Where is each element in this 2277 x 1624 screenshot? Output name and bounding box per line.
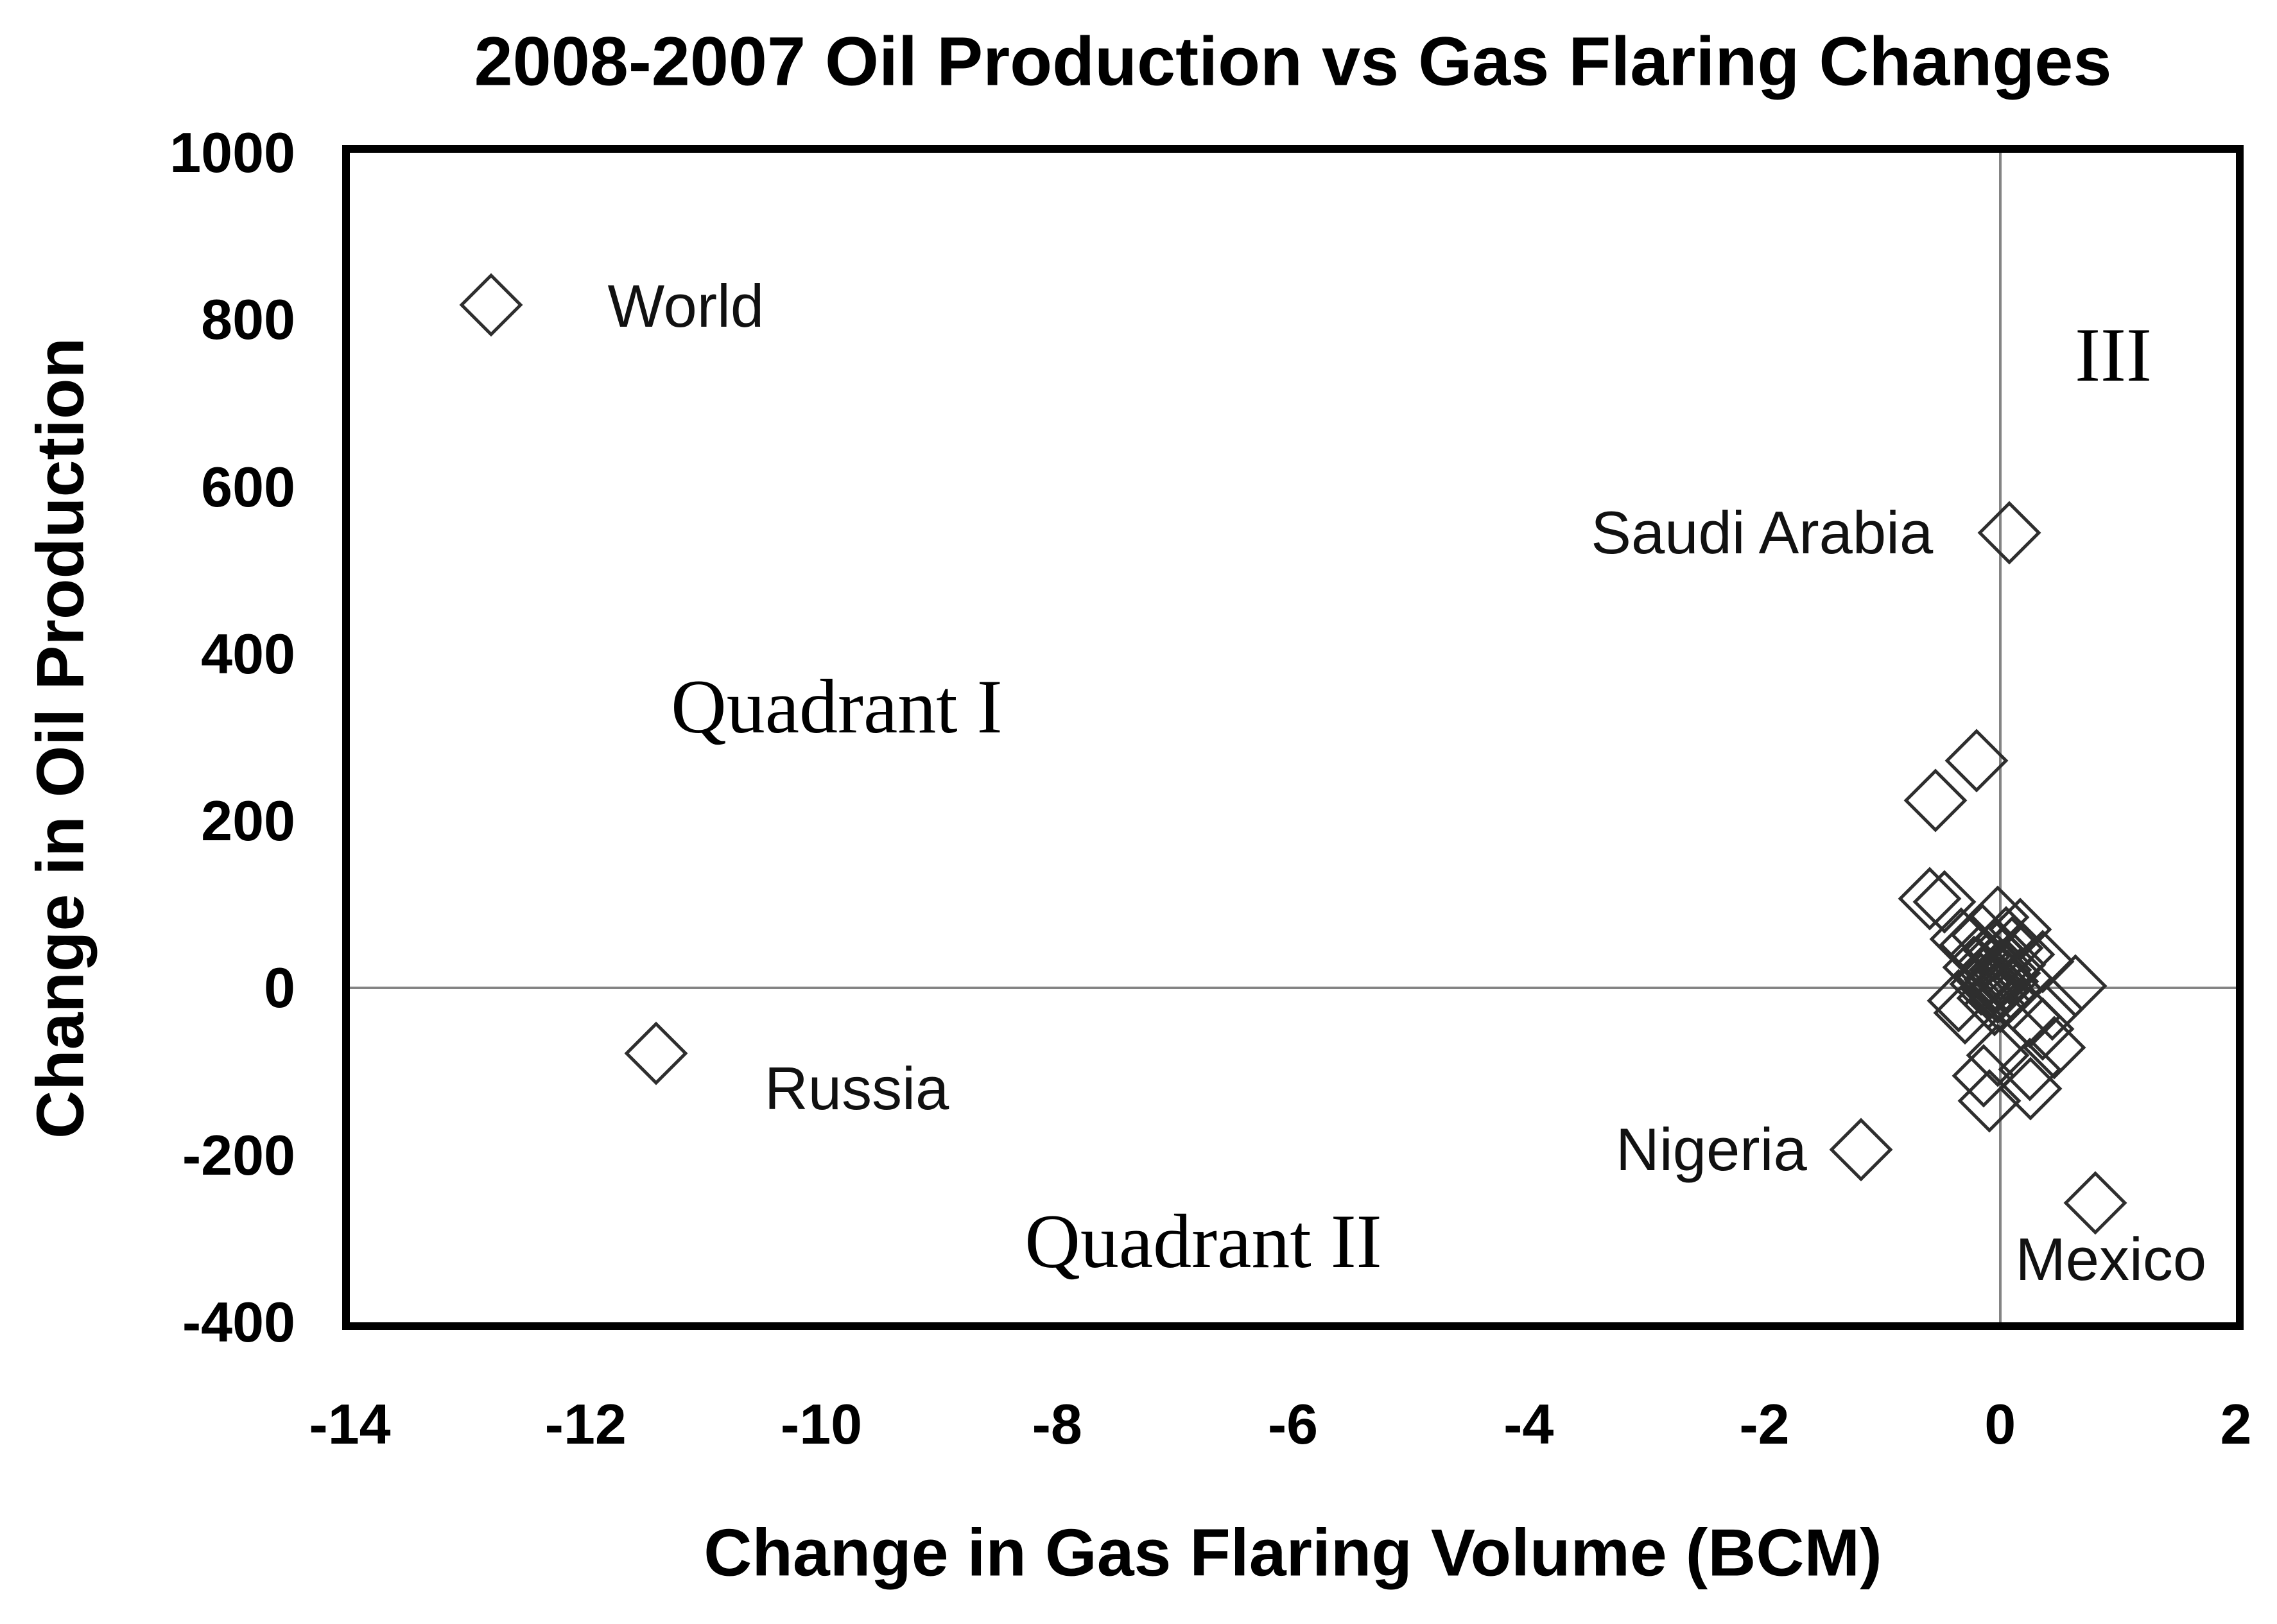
y-tick-label: 200 xyxy=(201,789,295,853)
data-point-marker-russia xyxy=(624,1021,688,1085)
x-tick-label: -14 xyxy=(309,1392,391,1456)
y-tick-label: 800 xyxy=(201,288,295,352)
annotation-quadrant-ii: Quadrant II xyxy=(1025,1198,1382,1284)
y-tick-label: 600 xyxy=(201,454,295,519)
data-point-marker xyxy=(1957,1069,2022,1133)
x-tick-label: -8 xyxy=(1032,1392,1082,1456)
diamond-icon xyxy=(1977,501,2041,565)
x-axis-title: Change in Gas Flaring Volume (BCM) xyxy=(704,1516,1882,1591)
x-tick-label: 0 xyxy=(1984,1392,2016,1456)
y-tick-label: 0 xyxy=(264,956,295,1020)
chart-title: 2008-2007 Oil Production vs Gas Flaring … xyxy=(474,22,2112,100)
x-tick-label: -12 xyxy=(544,1392,627,1456)
point-label-nigeria: Nigeria xyxy=(1615,1115,1807,1183)
x-zero-gridline xyxy=(1998,153,2002,1322)
x-tick-label: -6 xyxy=(1267,1392,1319,1456)
x-tick-label: -2 xyxy=(1739,1392,1790,1456)
diamond-icon xyxy=(1829,1118,1893,1182)
data-point-marker-world xyxy=(459,273,523,337)
point-label-saudi-arabia: Saudi Arabia xyxy=(1591,499,1934,567)
diamond-icon xyxy=(459,273,523,337)
y-tick-label: 1000 xyxy=(169,121,295,184)
diamond-icon xyxy=(1957,1069,2022,1133)
y-tick-label: 400 xyxy=(201,621,295,686)
point-label-russia: Russia xyxy=(764,1054,949,1122)
data-point-marker-mexico xyxy=(2063,1171,2127,1235)
point-label-world: World xyxy=(607,272,765,340)
annotation-iii: III xyxy=(2075,311,2152,397)
y-tick-label: -400 xyxy=(182,1290,295,1354)
x-tick-label: -4 xyxy=(1503,1392,1554,1456)
point-label-mexico: Mexico xyxy=(2015,1225,2207,1293)
data-point-marker-nigeria xyxy=(1829,1118,1893,1182)
data-point-marker-saudi-arabia xyxy=(1977,501,2041,565)
y-tick-label: -200 xyxy=(182,1123,295,1187)
y-zero-gridline xyxy=(350,987,2236,990)
x-tick-label: -10 xyxy=(780,1392,863,1456)
diamond-icon xyxy=(624,1021,688,1085)
data-point-marker xyxy=(1903,768,1968,833)
x-tick-label: 2 xyxy=(2220,1392,2252,1456)
diamond-icon xyxy=(1903,768,1968,833)
plot-area-border xyxy=(342,145,2244,1330)
annotation-quadrant-i: Quadrant I xyxy=(671,663,1003,749)
